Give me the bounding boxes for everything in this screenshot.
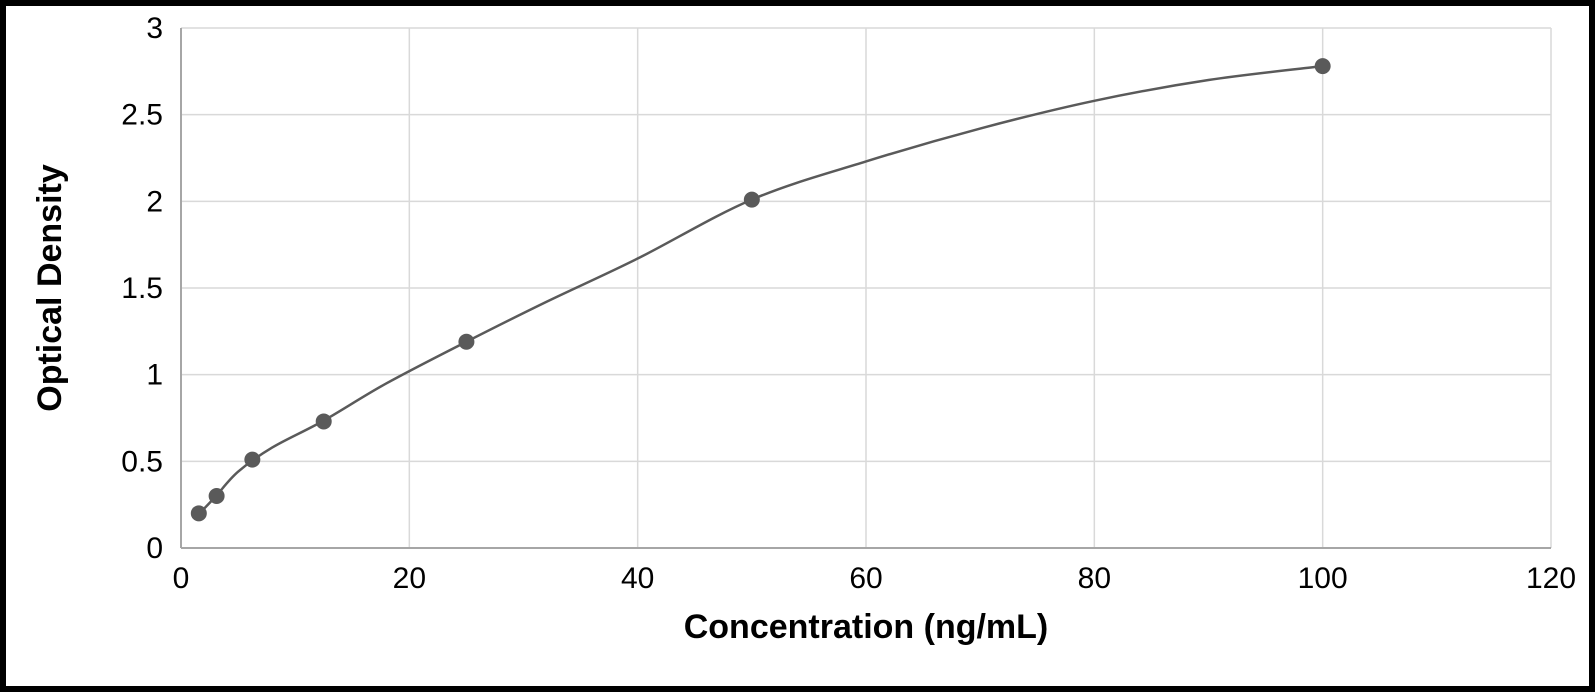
x-tick-label: 60 <box>849 562 882 595</box>
chart-container: 0 20 40 60 80 100 120 0 0.5 1 1.5 2 2.5 3 Concentratio… <box>6 6 1589 686</box>
plot-bg <box>6 6 1589 686</box>
x-axis-label: Concentration (ng/mL) <box>684 608 1049 646</box>
x-tick-label: 100 <box>1298 562 1348 595</box>
data-marker <box>209 488 225 504</box>
y-axis-label: Optical Density <box>31 164 69 412</box>
x-tick-label: 20 <box>393 562 426 595</box>
x-tick-label: 0 <box>173 562 190 595</box>
x-tick-label: 120 <box>1526 562 1576 595</box>
data-marker <box>244 452 260 468</box>
y-tick-label: 0.5 <box>121 445 163 478</box>
chart-frame: 0 20 40 60 80 100 120 0 0.5 1 1.5 2 2.5 3 Concentratio… <box>0 0 1595 692</box>
data-marker <box>744 192 760 208</box>
y-tick-label: 2 <box>146 185 163 218</box>
y-tick-label: 0 <box>146 532 163 565</box>
chart-svg: 0 20 40 60 80 100 120 0 0.5 1 1.5 2 2.5 3 Concentratio… <box>6 6 1589 686</box>
y-tick-label: 2.5 <box>121 99 163 132</box>
data-marker <box>1315 58 1331 74</box>
x-tick-label: 80 <box>1078 562 1111 595</box>
data-marker <box>191 505 207 521</box>
data-marker <box>316 413 332 429</box>
x-tick-label: 40 <box>621 562 654 595</box>
y-tick-label: 3 <box>146 12 163 45</box>
y-tick-label: 1.5 <box>121 272 163 305</box>
y-tick-label: 1 <box>146 359 163 392</box>
data-marker <box>458 334 474 350</box>
